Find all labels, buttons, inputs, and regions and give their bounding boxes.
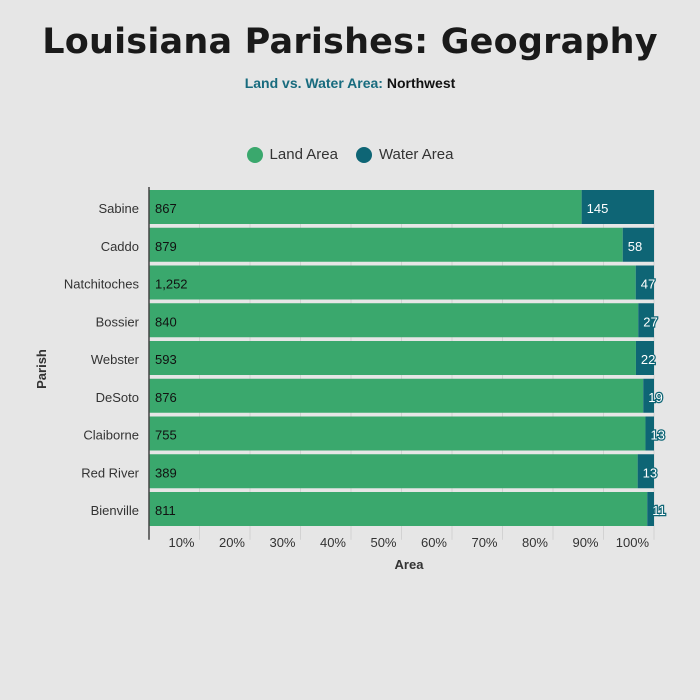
x-tick-label: 40% xyxy=(320,535,346,550)
y-tick-label: Natchitoches xyxy=(64,277,140,292)
x-tick-label: 20% xyxy=(219,535,245,550)
chart-subtitle: Land vs. Water Area: Northwest xyxy=(0,75,700,91)
data-label-water: 11 xyxy=(652,503,666,518)
legend-item-water[interactable]: Water Area xyxy=(355,146,454,163)
bar-land xyxy=(149,416,646,451)
chart-title: Louisiana Parishes: Geography xyxy=(42,22,658,62)
y-tick-label: Red River xyxy=(81,465,139,480)
data-label-land: 593 xyxy=(155,352,177,367)
data-label-land: 840 xyxy=(155,314,177,329)
bar-water xyxy=(635,265,654,300)
y-tick-label: Caddo xyxy=(101,239,139,254)
bar-water xyxy=(581,190,654,224)
data-label-water: 145 xyxy=(587,201,609,216)
x-tick-label: 60% xyxy=(421,535,447,550)
legend-swatch-land xyxy=(246,146,263,163)
bar-land xyxy=(149,341,636,375)
chart-legend: Land Area Water Area xyxy=(0,146,700,163)
subtitle-region: Northwest xyxy=(386,75,456,91)
data-label-land: 867 xyxy=(155,201,177,216)
bar-water xyxy=(637,454,654,489)
bar-water xyxy=(643,378,654,413)
data-label-land: 755 xyxy=(155,428,177,443)
data-label-water: 13 xyxy=(643,465,657,480)
bar-water xyxy=(645,416,654,451)
y-tick-label: Claiborne xyxy=(83,428,139,443)
legend-swatch-water xyxy=(355,146,372,163)
y-tick-label: Sabine xyxy=(99,201,139,216)
subtitle-prefix: Land vs. Water Area: xyxy=(244,75,383,91)
data-label-water: 13 xyxy=(650,428,664,443)
x-tick-label: 70% xyxy=(471,535,497,550)
x-tick-label: 100% xyxy=(616,535,650,550)
x-tick-label: 90% xyxy=(572,535,598,550)
data-label-land: 811 xyxy=(155,503,176,518)
bar-land xyxy=(149,265,636,300)
y-tick-label: Bienville xyxy=(91,503,139,518)
data-label-land: 1,252 xyxy=(155,277,188,292)
bar-land xyxy=(149,227,623,262)
bar-water xyxy=(635,341,654,375)
bar-land xyxy=(149,492,648,526)
bar-water xyxy=(647,492,654,526)
data-label-water: 58 xyxy=(628,239,642,254)
bar-land xyxy=(149,190,582,224)
data-label-land: 389 xyxy=(155,465,177,480)
data-label-water: 27 xyxy=(643,314,657,329)
bar-water xyxy=(622,227,654,262)
legend-label-land: Land Area xyxy=(269,146,338,163)
y-tick-label: DeSoto xyxy=(96,390,139,405)
x-tick-label: 30% xyxy=(269,535,295,550)
bar-land xyxy=(149,378,644,413)
x-tick-label: 80% xyxy=(522,535,548,550)
bar-land xyxy=(149,454,638,489)
data-label-water: 19 xyxy=(648,390,662,405)
data-label-land: 876 xyxy=(155,390,177,405)
legend-label-water: Water Area xyxy=(378,146,454,163)
x-tick-label: 50% xyxy=(370,535,396,550)
data-label-land: 879 xyxy=(155,239,177,254)
data-label-water: 47 xyxy=(641,277,655,292)
bar-land xyxy=(149,303,639,338)
y-tick-label: Webster xyxy=(91,352,140,367)
y-tick-label: Bossier xyxy=(96,314,140,329)
x-axis-title: Area xyxy=(395,557,425,572)
bar-water xyxy=(638,303,654,338)
legend-item-land[interactable]: Land Area xyxy=(246,146,338,163)
x-tick-label: 10% xyxy=(168,535,194,550)
y-axis-title: Parish xyxy=(34,349,49,389)
data-label-water: 22 xyxy=(641,352,655,367)
